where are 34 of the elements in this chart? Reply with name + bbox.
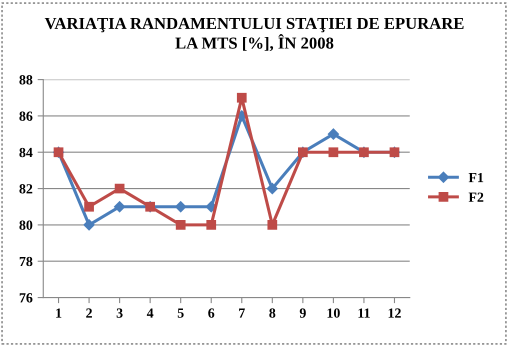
point [175, 201, 186, 212]
y-tick-label: 76 [20, 293, 32, 303]
x-tick-label: 7 [239, 308, 245, 318]
y-tick-label: 78 [20, 256, 32, 266]
x-tick-label: 9 [300, 308, 306, 318]
x-tick-label: 11 [358, 308, 370, 318]
point [114, 184, 124, 194]
x-tick-label: 4 [146, 308, 154, 318]
x-tick-label: 3 [116, 308, 123, 318]
point [267, 220, 278, 230]
point [266, 182, 278, 194]
point [176, 220, 186, 230]
x-tick-label: 2 [86, 308, 92, 318]
x-tick-label: 5 [178, 308, 184, 318]
x-tick-label: 8 [269, 308, 276, 318]
point [236, 92, 247, 103]
x-tick-label: 6 [208, 308, 214, 318]
y-tick-label: 80 [19, 220, 32, 230]
chart-title: VARIAŢIA RANDAMENTULUI STAŢIEI DE EPURARE LA MTS [%], ÎN 2008 [44, 18, 464, 52]
y-tick-label: 88 [19, 75, 32, 85]
point [206, 220, 216, 230]
legend-label: F1 [468, 172, 484, 182]
y-tick-label: 82 [19, 184, 32, 194]
x-tick-label: 10 [328, 308, 340, 318]
x-tick-label: 12 [388, 308, 401, 318]
y-tick-label: 84 [19, 148, 33, 158]
legend-label: F2 [468, 192, 484, 202]
x-tick-label: 1 [56, 308, 62, 318]
point [114, 201, 126, 212]
point [328, 147, 338, 158]
y-tick-label: 86 [19, 111, 32, 121]
point [328, 128, 339, 140]
point [84, 202, 94, 212]
point [83, 219, 95, 231]
